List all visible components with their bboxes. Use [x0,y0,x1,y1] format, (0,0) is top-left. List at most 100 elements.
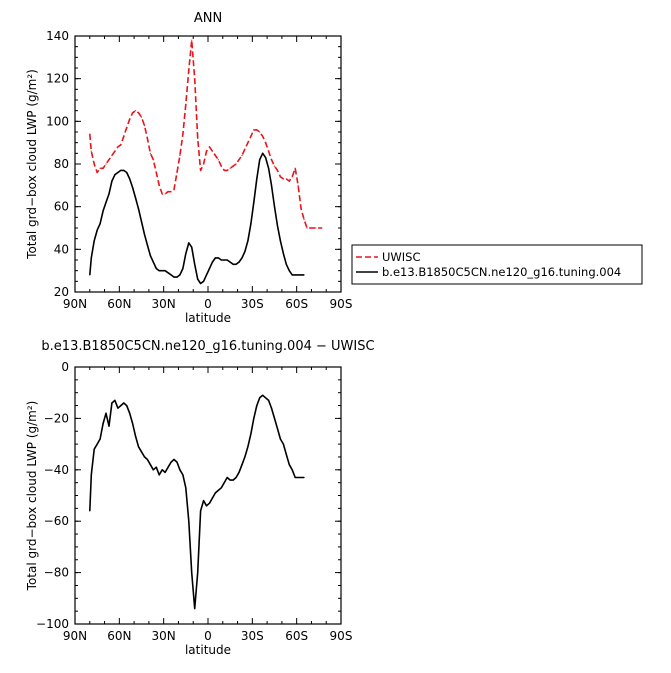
data-point [306,227,308,229]
data-point [143,125,146,127]
data-point [99,438,101,440]
data-point [253,417,255,419]
data-point [137,112,140,114]
data-point [123,169,125,171]
y-tick-label: 100 [46,114,69,128]
data-point [164,471,166,473]
data-point [205,274,208,276]
data-point [89,510,91,512]
data-point [208,502,211,504]
data-point [285,453,287,455]
bottom-panel: b.e13.B1850C5CN.ne120_g16.tuning.004 − U… [25,339,375,657]
data-point [294,167,296,169]
data-point [262,394,264,396]
data-point [312,227,314,229]
data-point [194,263,196,265]
data-point [155,466,157,468]
chart-title: b.e13.B1850C5CN.ne120_g16.tuning.004 − U… [41,339,374,354]
data-point [146,244,149,246]
data-point [93,240,95,242]
data-point [102,167,104,169]
data-point [111,180,113,182]
data-point [270,184,273,186]
data-point [96,229,98,231]
data-point [202,280,205,282]
data-point [267,150,270,152]
data-point [170,461,172,463]
data-point [282,253,284,255]
x-axis-label: latitude [185,643,231,657]
data-point [132,422,134,425]
data-point [126,127,128,129]
data-point [173,458,175,461]
data-point [143,456,146,458]
data-point [229,167,231,169]
x-tick-label: 30N [152,629,176,643]
data-point [194,78,196,80]
data-point [303,476,305,479]
data-point [270,407,273,409]
data-point [152,261,154,263]
data-point [182,267,184,270]
data-point [96,443,98,445]
data-point [232,479,234,481]
data-point [134,110,137,112]
data-point [297,184,299,186]
data-point [235,476,237,479]
x-tick-label: 60N [107,629,131,643]
data-point [188,520,190,522]
data-point [129,118,131,120]
x-tick-label: 90N [63,629,87,643]
data-point [185,487,187,489]
data-point [158,184,160,186]
data-point [140,116,143,118]
data-point [253,201,255,203]
data-point [108,159,110,161]
data-point [185,103,187,105]
data-point [140,451,143,453]
data-point [137,208,140,210]
data-point [164,270,166,272]
data-point [256,129,258,131]
data-point [265,142,267,144]
data-point [250,135,252,137]
data-point [300,208,302,210]
data-point [105,412,107,414]
data-point [161,193,163,195]
data-point [241,464,243,466]
data-point [152,469,154,471]
data-point [155,267,157,270]
data-point [99,167,101,169]
data-point [123,135,125,137]
data-point [89,274,91,276]
data-point [205,505,208,507]
data-point [117,146,119,148]
data-point [273,206,276,208]
y-tick-label: 80 [54,157,69,171]
y-tick-label: −40 [44,463,69,477]
data-point [294,476,296,479]
x-axis-label: latitude [185,311,231,325]
data-point [155,171,157,174]
data-point [235,163,237,165]
data-point [279,176,282,178]
data-point [217,159,219,161]
x-tick-label: 0 [204,629,212,643]
data-point [167,466,169,468]
data-point [244,148,246,150]
data-point [167,191,169,193]
data-point [238,159,240,161]
data-point [202,500,205,502]
data-point [247,240,249,242]
data-point [291,469,293,471]
data-point [120,404,122,407]
data-point [185,253,187,255]
data-point [197,137,199,139]
data-point [214,257,216,259]
y-tick-label: 60 [54,200,69,214]
data-point [294,274,296,276]
series-line-1 [89,39,322,229]
data-point [114,174,116,176]
data-point [291,274,293,276]
data-point [179,154,181,157]
